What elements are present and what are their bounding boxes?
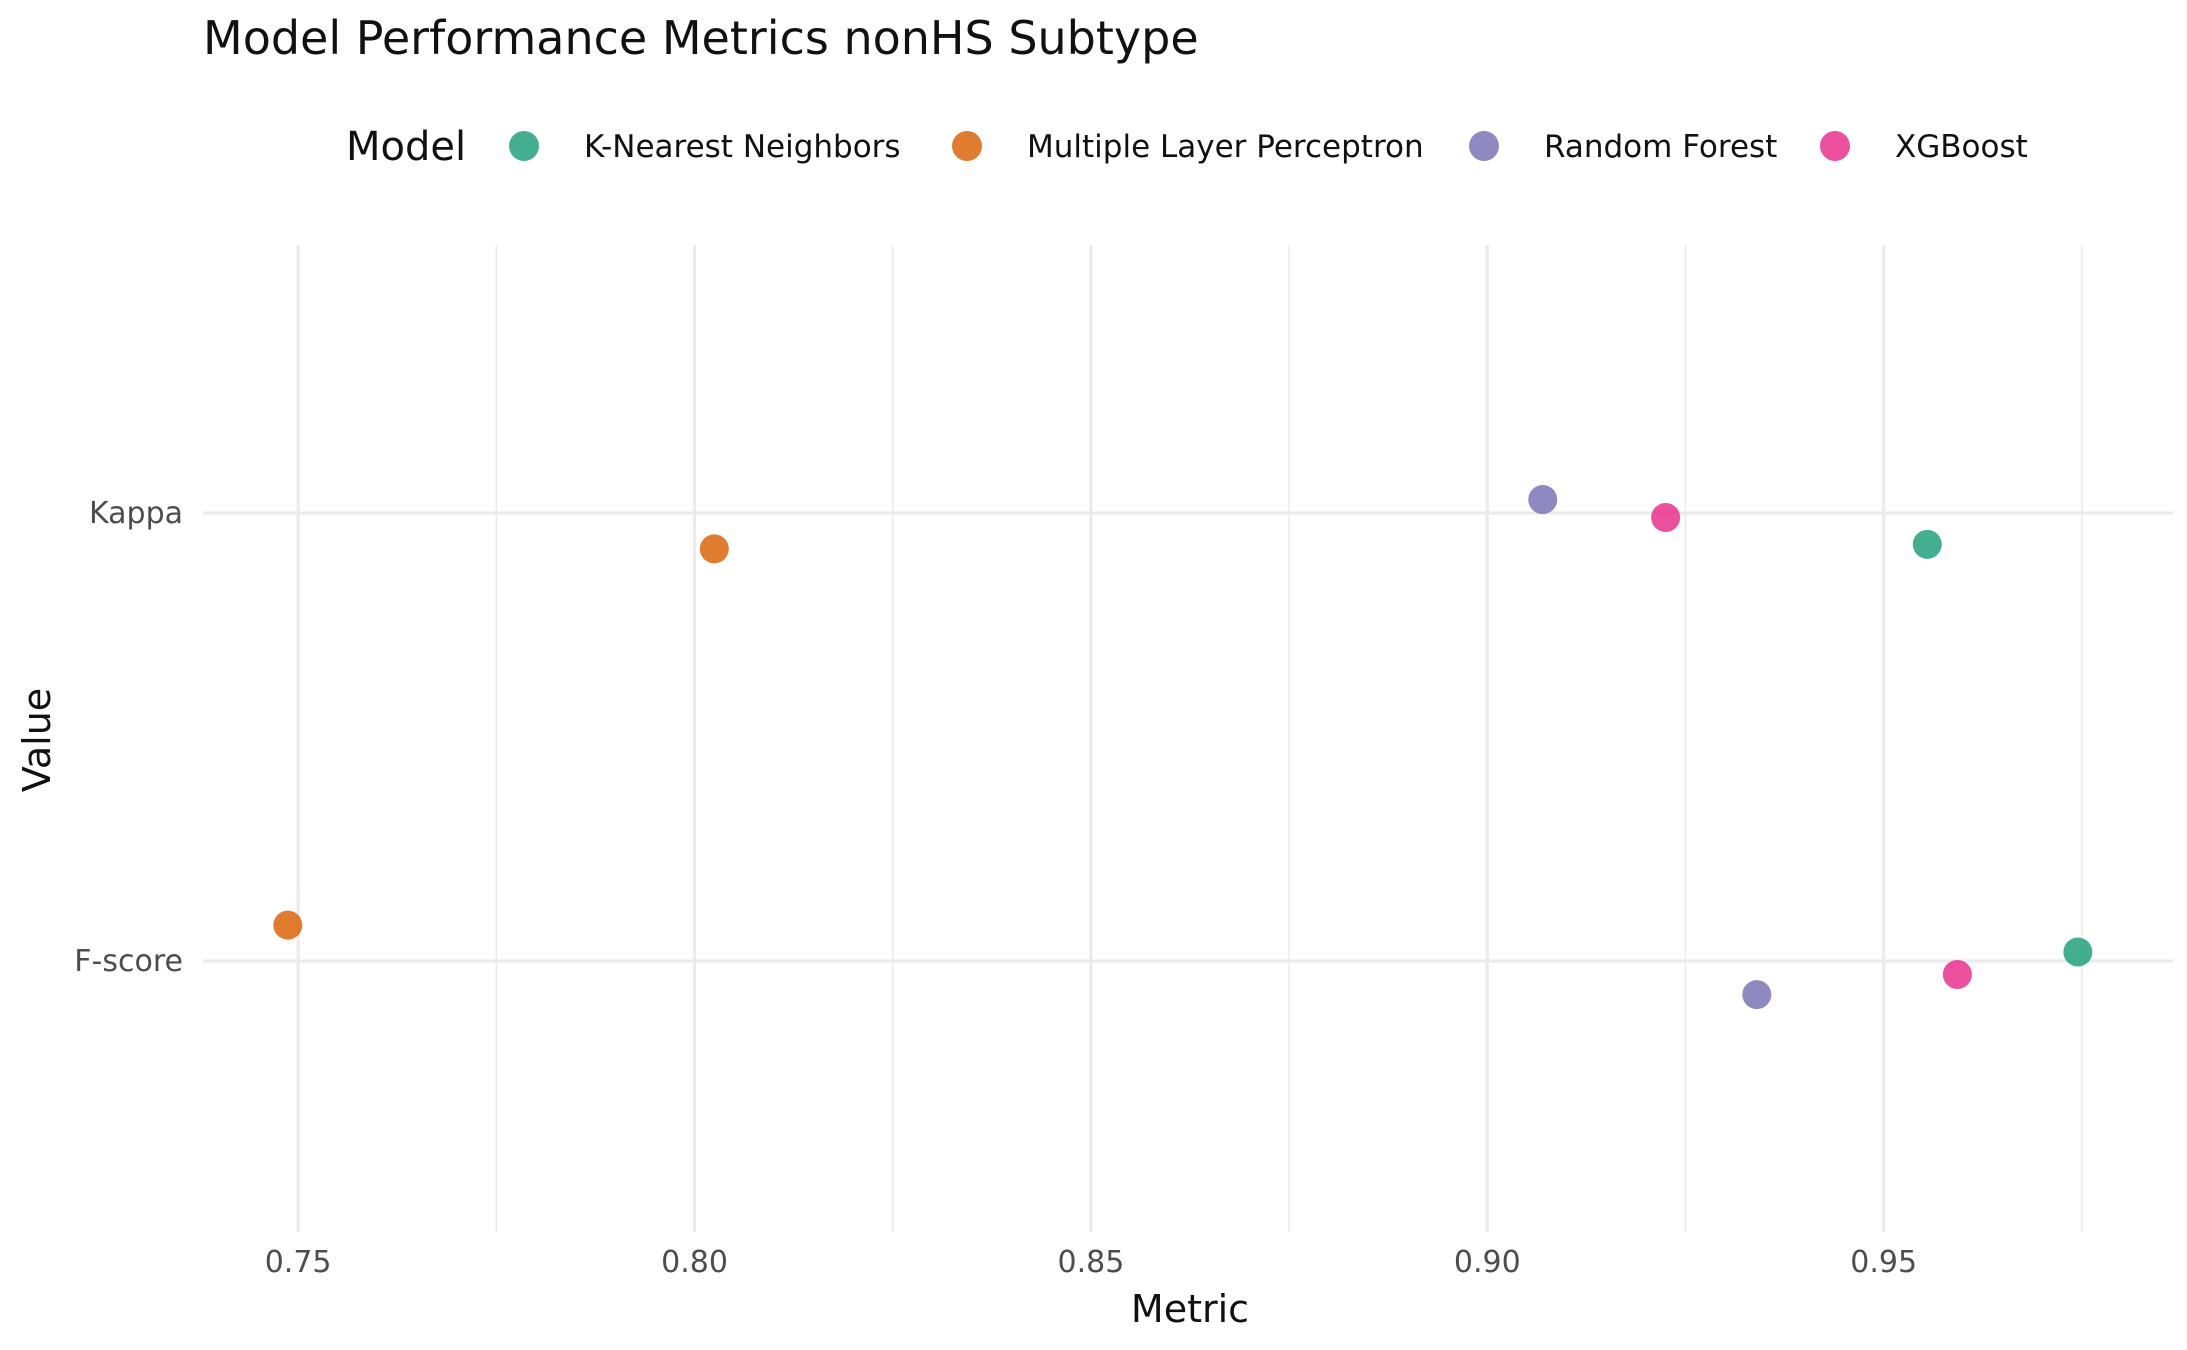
legend-item: Multiple Layer Perceptron xyxy=(952,129,1424,165)
chart-title: Model Performance Metrics nonHS Subtype xyxy=(203,11,1199,65)
legend-label: Random Forest xyxy=(1544,129,1777,165)
legend-key xyxy=(1820,131,1850,161)
legend-label: K-Nearest Neighbors xyxy=(584,129,901,165)
legend-item: K-Nearest Neighbors xyxy=(509,129,901,165)
data-point xyxy=(2063,937,2093,967)
legend-title: Model xyxy=(346,124,466,170)
data-point xyxy=(1942,959,1972,989)
legend: Model K-Nearest Neighbors Multiple Layer … xyxy=(346,124,2028,170)
x-axis-title: Metric xyxy=(1131,1287,1249,1331)
x-tick-label: 0.90 xyxy=(1454,1245,1521,1280)
legend-key xyxy=(1469,131,1499,161)
legend-key xyxy=(952,131,982,161)
data-point xyxy=(1528,485,1558,515)
data-point xyxy=(699,534,729,564)
legend-key xyxy=(509,131,539,161)
x-tick-label: 0.95 xyxy=(1850,1245,1917,1280)
legend-item: XGBoost xyxy=(1820,129,2028,165)
legend-label: Multiple Layer Perceptron xyxy=(1027,129,1424,165)
legend-item: Random Forest xyxy=(1469,129,1777,165)
plot-grid xyxy=(203,245,2173,1232)
legend-label: XGBoost xyxy=(1895,129,2028,165)
data-point xyxy=(1912,529,1942,559)
x-axis-ticks: 0.75 0.80 0.85 0.90 0.95 xyxy=(265,1245,1917,1280)
data-point xyxy=(1651,502,1681,532)
data-point xyxy=(1742,980,1772,1010)
data-points xyxy=(273,485,2093,1010)
y-axis-title: Value xyxy=(15,688,59,792)
x-tick-label: 0.80 xyxy=(661,1245,728,1280)
data-point xyxy=(273,910,303,940)
y-axis-ticks: Kappa F-score xyxy=(74,496,183,979)
y-tick-label: F-score xyxy=(74,944,183,979)
x-tick-label: 0.85 xyxy=(1057,1245,1124,1280)
y-tick-label: Kappa xyxy=(89,496,183,531)
x-tick-label: 0.75 xyxy=(265,1245,332,1280)
